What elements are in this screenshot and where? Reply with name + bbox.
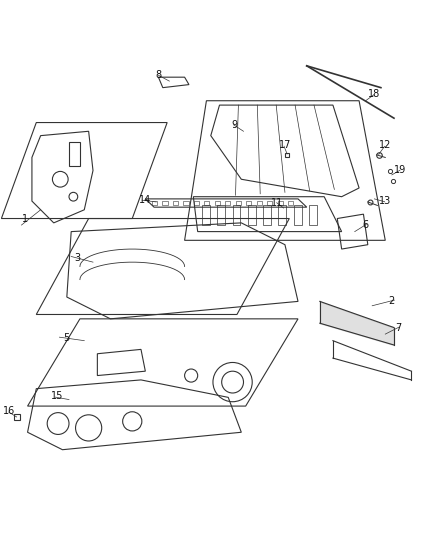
Text: 14: 14 — [139, 195, 151, 205]
Text: 7: 7 — [394, 324, 401, 334]
Text: 1: 1 — [22, 214, 28, 223]
Text: 3: 3 — [74, 253, 81, 263]
Text: 13: 13 — [378, 196, 391, 206]
Text: 18: 18 — [367, 89, 380, 99]
Text: 5: 5 — [63, 334, 69, 343]
Text: 6: 6 — [362, 220, 368, 230]
Text: 15: 15 — [51, 392, 63, 401]
Text: 8: 8 — [155, 70, 161, 79]
Text: 16: 16 — [3, 406, 15, 416]
Text: 19: 19 — [393, 165, 406, 175]
Text: 11: 11 — [270, 198, 283, 208]
Text: 2: 2 — [388, 296, 394, 306]
Text: 12: 12 — [378, 140, 391, 150]
Text: 9: 9 — [231, 120, 237, 130]
Text: 17: 17 — [278, 140, 290, 150]
